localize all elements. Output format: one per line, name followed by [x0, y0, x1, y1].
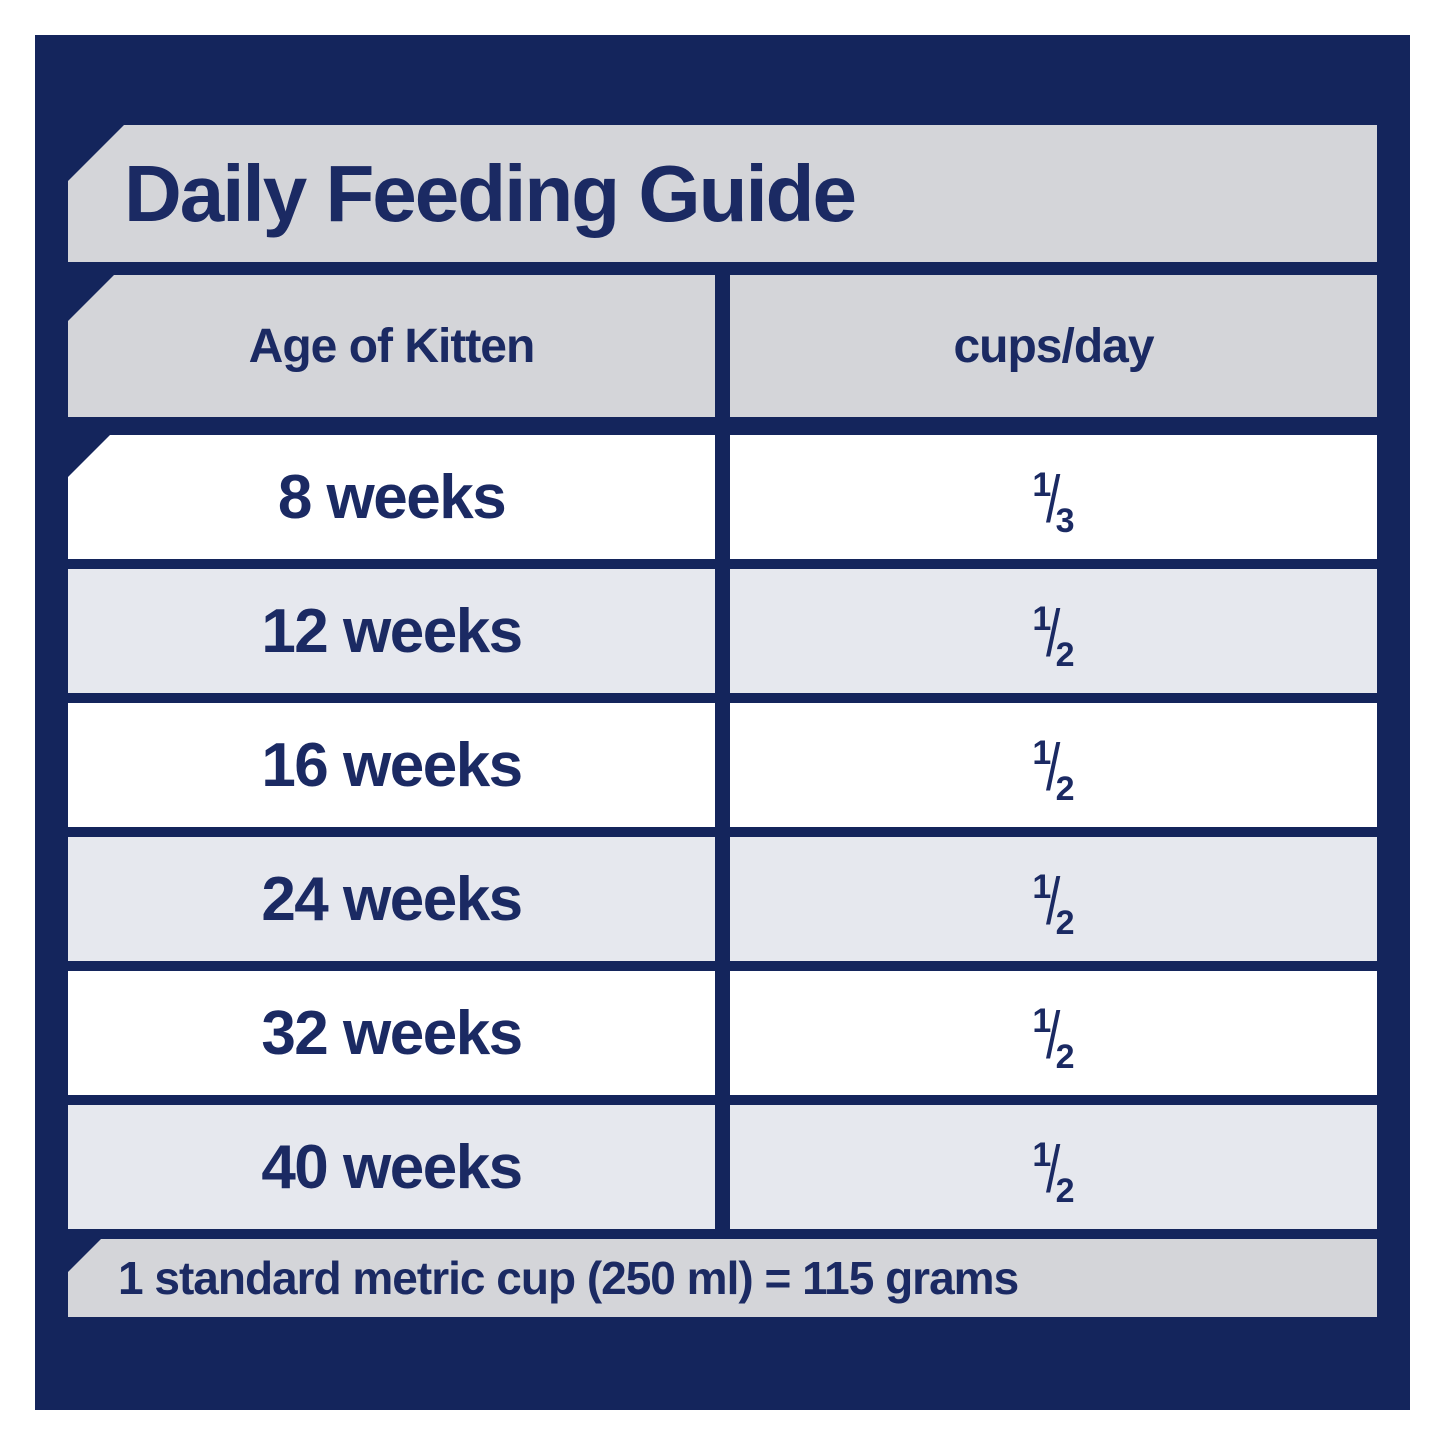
cups-cell: 1/2: [730, 971, 1377, 1095]
cups-cell: 1/2: [730, 703, 1377, 827]
fraction-denominator: 2: [1055, 904, 1075, 942]
age-label: 40 weeks: [261, 1132, 523, 1202]
fraction-slash: /: [1046, 462, 1061, 536]
cups-cell: 1/3: [730, 435, 1377, 559]
fraction-slash: /: [1046, 596, 1061, 670]
panel-content: Daily Feeding Guide Age of Kitten cups/d…: [68, 125, 1377, 1317]
fraction-numerator: 1: [1032, 1136, 1052, 1174]
age-cell: 12 weeks: [68, 569, 715, 693]
fraction-numerator: 1: [1032, 868, 1052, 906]
column-header-age: Age of Kitten: [68, 275, 715, 417]
title-banner: Daily Feeding Guide: [68, 125, 1377, 262]
cups-fraction: 1/2: [1032, 864, 1074, 940]
cups-fraction: 1/2: [1032, 1132, 1074, 1208]
column-header-cups-label: cups/day: [953, 319, 1154, 373]
age-cell: 8 weeks: [68, 435, 715, 559]
fraction-denominator: 3: [1055, 502, 1075, 540]
age-label: 24 weeks: [261, 864, 523, 934]
fraction-slash: /: [1046, 864, 1061, 938]
table-row: 8 weeks 1/3: [68, 435, 1377, 559]
fraction-slash: /: [1046, 1132, 1061, 1206]
age-cell: 16 weeks: [68, 703, 715, 827]
age-label: 8 weeks: [277, 462, 507, 532]
table-row: 24 weeks 1/2: [68, 837, 1377, 961]
cups-fraction: 1/2: [1032, 596, 1074, 672]
age-label: 12 weeks: [261, 596, 523, 666]
table-row: 12 weeks 1/2: [68, 569, 1377, 693]
footnote-text: 1 standard metric cup (250 ml) = 115 gra…: [118, 1252, 1019, 1304]
cups-cell: 1/2: [730, 1105, 1377, 1229]
fraction-numerator: 1: [1032, 734, 1052, 772]
cups-fraction: 1/2: [1032, 730, 1074, 806]
fraction-numerator: 1: [1032, 600, 1052, 638]
cups-fraction: 1/2: [1032, 998, 1074, 1074]
age-label: 32 weeks: [261, 998, 523, 1068]
fraction-numerator: 1: [1032, 466, 1052, 504]
footnote-banner: 1 standard metric cup (250 ml) = 115 gra…: [68, 1239, 1377, 1317]
age-cell: 40 weeks: [68, 1105, 715, 1229]
page-title: Daily Feeding Guide: [124, 148, 857, 238]
fraction-denominator: 2: [1055, 770, 1075, 808]
column-header-cups: cups/day: [730, 275, 1377, 417]
age-label: 16 weeks: [261, 730, 523, 800]
fraction-slash: /: [1046, 998, 1061, 1072]
table-row: 32 weeks 1/2: [68, 971, 1377, 1095]
table-row: 16 weeks 1/2: [68, 703, 1377, 827]
fraction-denominator: 2: [1055, 1038, 1075, 1076]
cups-cell: 1/2: [730, 569, 1377, 693]
column-header-age-label: Age of Kitten: [248, 319, 536, 373]
fraction-slash: /: [1046, 730, 1061, 804]
table-header-row: Age of Kitten cups/day: [68, 275, 1377, 417]
age-cell: 24 weeks: [68, 837, 715, 961]
fraction-denominator: 2: [1055, 636, 1075, 674]
fraction-denominator: 2: [1055, 1172, 1075, 1210]
fraction-numerator: 1: [1032, 1002, 1052, 1040]
cups-fraction: 1/3: [1032, 462, 1074, 538]
table-row: 40 weeks 1/2: [68, 1105, 1377, 1229]
cups-cell: 1/2: [730, 837, 1377, 961]
navy-panel: Daily Feeding Guide Age of Kitten cups/d…: [35, 35, 1410, 1410]
age-cell: 32 weeks: [68, 971, 715, 1095]
